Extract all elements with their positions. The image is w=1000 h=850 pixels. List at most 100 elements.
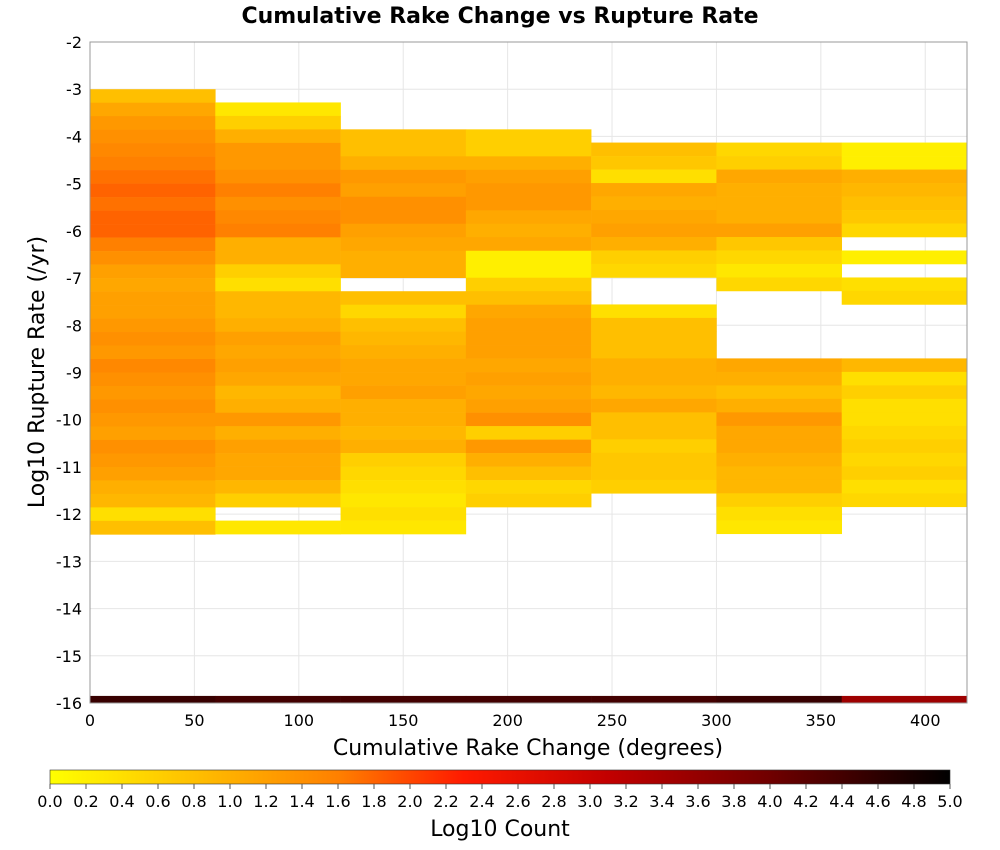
heatmap-cell — [340, 493, 467, 508]
colorbar-tick-label: 3.4 — [649, 792, 674, 811]
heatmap-cell — [215, 277, 341, 292]
heatmap-cell — [90, 251, 216, 265]
colorbar-tick-label: 3.0 — [577, 792, 602, 811]
heatmap-cell — [465, 250, 592, 265]
heatmap-cell — [841, 493, 968, 508]
heatmap-cell — [90, 372, 216, 387]
heatmap-cell — [716, 371, 843, 386]
heatmap-cell — [90, 102, 216, 117]
heatmap-cell — [591, 304, 717, 319]
heatmap-cell — [465, 331, 592, 346]
heatmap-cell — [215, 493, 341, 508]
heatmap-cell — [215, 223, 341, 238]
heatmap-cell — [340, 142, 467, 157]
heatmap-cell — [841, 196, 968, 211]
colorbar-tick-label: 4.6 — [865, 792, 890, 811]
heatmap-cell — [465, 372, 592, 386]
y-tick-label: -12 — [56, 505, 82, 524]
heatmap-cell — [90, 399, 216, 414]
heatmap-cell — [340, 331, 467, 346]
colorbar-tick-label: 2.8 — [541, 792, 566, 811]
heatmap-cell — [215, 385, 341, 400]
colorbar-tick-label: 5.0 — [937, 792, 962, 811]
heatmap-cell — [90, 183, 216, 198]
heatmap-cells — [90, 89, 968, 703]
heatmap-cell — [716, 358, 843, 373]
heatmap-cell — [340, 453, 467, 467]
heatmap-cell — [465, 453, 592, 467]
colorbar-tick-label: 4.8 — [901, 792, 926, 811]
heatmap-cell — [716, 385, 843, 400]
heatmap-cell — [465, 426, 592, 440]
heatmap-cell — [90, 143, 216, 157]
heatmap-cell — [90, 278, 216, 292]
heatmap-cell — [591, 142, 717, 157]
heatmap-cell — [340, 304, 467, 319]
heatmap-cell — [716, 142, 843, 157]
colorbar-tick-label: 0.0 — [37, 792, 62, 811]
colorbar-tick-label: 1.0 — [217, 792, 242, 811]
x-tick-label: 400 — [910, 711, 941, 730]
x-axis-title: Cumulative Rake Change (degrees) — [333, 736, 723, 761]
colorbar-tick-label: 0.4 — [109, 792, 134, 811]
heatmap-cell — [90, 210, 216, 225]
heatmap-cell — [841, 695, 968, 703]
heatmap-cell — [340, 156, 467, 171]
heatmap-cell — [215, 412, 341, 427]
heatmap-cell — [841, 385, 968, 400]
heatmap-cell — [841, 466, 968, 481]
heatmap-cell — [90, 89, 216, 104]
heatmap-cell — [215, 358, 341, 373]
y-tick-label: -6 — [66, 222, 82, 241]
heatmap-cell — [716, 493, 843, 508]
heatmap-cell — [90, 439, 216, 454]
heatmap-cell — [340, 358, 467, 373]
heatmap-cell — [591, 398, 717, 413]
heatmap-cell — [716, 236, 843, 251]
colorbar-title: Log10 Count — [430, 817, 570, 842]
heatmap-cell — [215, 453, 341, 467]
heatmap-cell — [215, 304, 341, 319]
heatmap-cell — [90, 385, 216, 400]
heatmap-cell — [340, 466, 467, 481]
heatmap-cell — [340, 318, 467, 332]
y-tick-label: -13 — [56, 552, 82, 571]
colorbar-tick-label: 4.0 — [757, 792, 782, 811]
heatmap-cell — [841, 290, 968, 305]
heatmap-cell — [841, 210, 968, 224]
heatmap-cell — [215, 480, 341, 494]
heatmap-cell — [215, 318, 341, 333]
heatmap-cell — [90, 426, 216, 441]
heatmap-cell — [215, 439, 341, 454]
heatmap-cell — [465, 210, 592, 225]
heatmap-cell — [90, 291, 216, 306]
heatmap-cell — [215, 183, 341, 198]
heatmap-cell — [591, 331, 717, 346]
x-tick-label: 50 — [184, 711, 204, 730]
heatmap-cell — [841, 439, 968, 454]
heatmap-cell — [215, 345, 341, 360]
colorbar-tick-label: 2.2 — [433, 792, 458, 811]
heatmap-cell — [716, 466, 843, 481]
heatmap-cell — [340, 426, 467, 440]
colorbar-tick-label: 4.4 — [829, 792, 854, 811]
heatmap-cell — [716, 156, 843, 170]
heatmap-cell — [591, 210, 717, 224]
heatmap-cell — [716, 210, 843, 224]
heatmap-cell — [340, 345, 467, 359]
heatmap-cell — [215, 115, 341, 130]
heatmap-cell — [340, 507, 467, 521]
colorbar-tick-label: 4.2 — [793, 792, 818, 811]
colorbar-tick-label: 1.6 — [325, 792, 350, 811]
heatmap-cell — [465, 318, 592, 332]
y-tick-label: -7 — [66, 269, 82, 288]
heatmap-cell — [591, 425, 717, 440]
heatmap-cell — [841, 425, 968, 440]
heatmap-cell — [465, 142, 592, 157]
heatmap-cell — [215, 291, 341, 306]
heatmap-cell — [841, 250, 968, 265]
y-tick-label: -8 — [66, 316, 82, 335]
x-axis-ticks: 0 50 100 150 200 250 300 350 400 — [85, 711, 941, 730]
x-tick-label: 0 — [85, 711, 95, 730]
heatmap-cell — [591, 466, 717, 481]
